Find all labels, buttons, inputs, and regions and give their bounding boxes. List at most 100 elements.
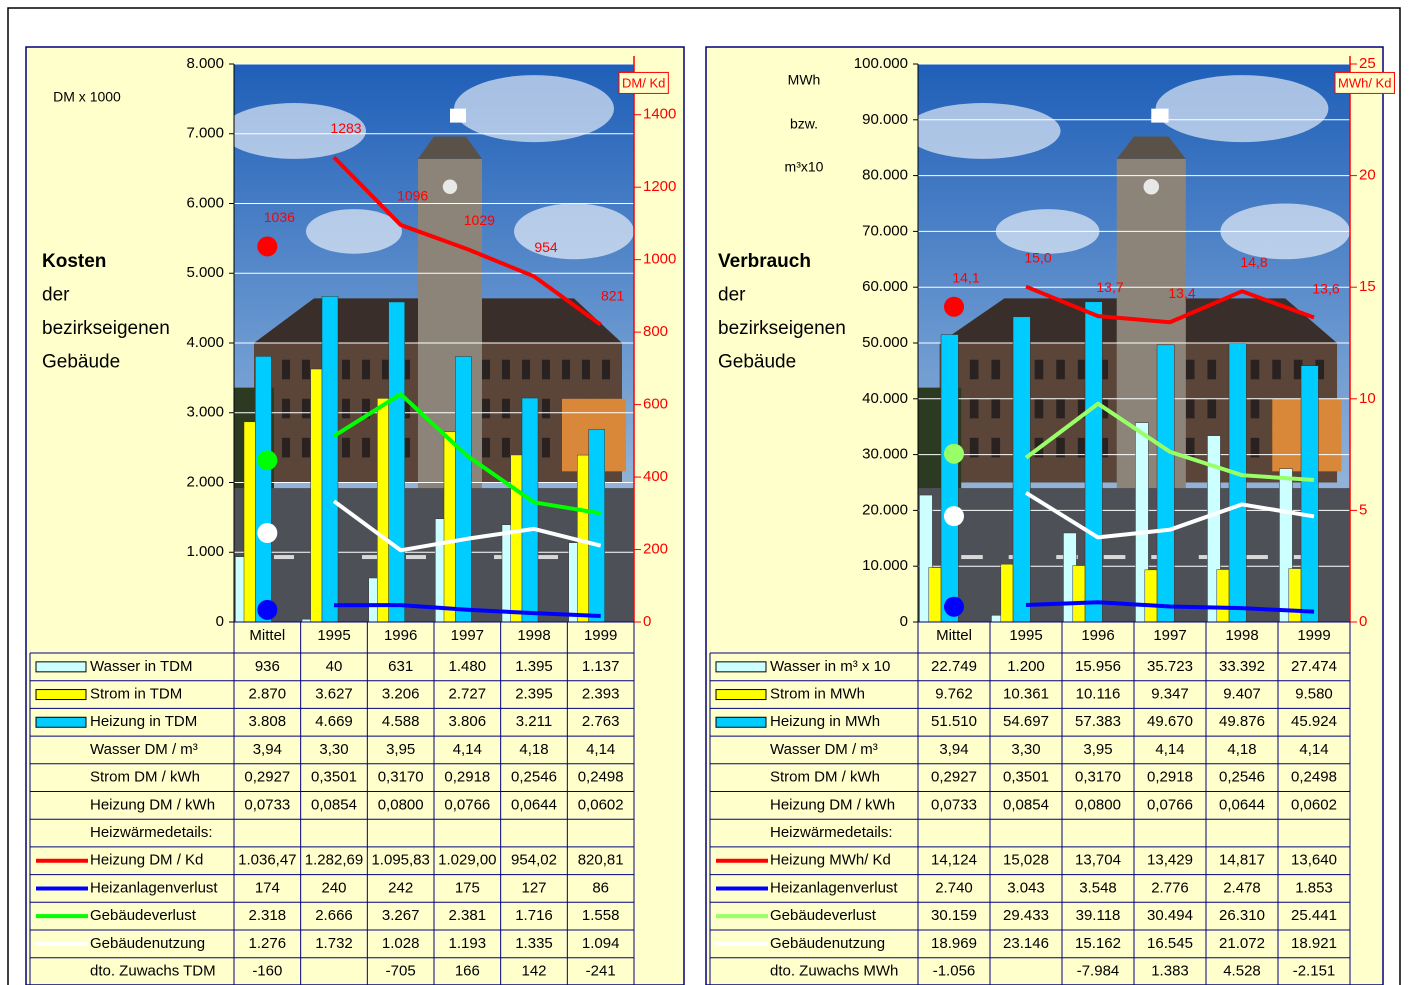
table-cell: 0,0766	[444, 796, 490, 813]
data-label: 14,1	[952, 269, 979, 285]
table-cell: 13,640	[1291, 852, 1337, 869]
window	[1250, 437, 1260, 458]
y-unit: DM x 1000	[53, 89, 121, 105]
table-cell: 49.876	[1219, 713, 1265, 730]
table-cell: -705	[386, 963, 416, 980]
table-cell: 1.395	[515, 658, 553, 675]
legend-label: Strom in TDM	[90, 686, 182, 703]
x-tick-label: 1998	[1225, 627, 1258, 644]
window	[582, 359, 590, 380]
table-cell: 1.193	[449, 935, 487, 952]
mean-dot	[944, 596, 964, 617]
table-cell: 1.853	[1295, 879, 1333, 896]
table-cell: 18.969	[931, 935, 977, 952]
table-cell: 1.276	[249, 935, 287, 952]
table-cell: 0,2546	[511, 769, 557, 786]
table-cell: 2.666	[315, 907, 353, 924]
window	[1207, 398, 1217, 419]
lane-mark	[406, 555, 426, 560]
table-cell: 242	[388, 879, 413, 896]
table-cell: -241	[586, 963, 616, 980]
table-cell: 0,2918	[1147, 769, 1193, 786]
table-cell: 4.588	[382, 713, 420, 730]
window	[969, 398, 979, 419]
data-label: 13,7	[1096, 279, 1123, 295]
y-tick-label: 80.000	[862, 167, 908, 184]
lane-mark	[961, 555, 983, 560]
window	[402, 359, 410, 380]
legend-swatch	[35, 661, 87, 673]
legend-label: Heizung in TDM	[90, 713, 197, 730]
window	[302, 359, 310, 380]
table-cell: 54.697	[1003, 713, 1049, 730]
legend-label: Heizanlagenverlust	[770, 879, 898, 896]
window	[602, 359, 610, 380]
data-label: 15,0	[1024, 249, 1051, 265]
flag	[1151, 108, 1169, 123]
window	[1185, 359, 1195, 380]
line	[1024, 401, 1315, 483]
window	[1034, 398, 1044, 419]
legend-label: Gebäudeverlust	[90, 907, 197, 924]
table-cell: 1.095,83	[371, 852, 429, 869]
bar	[521, 397, 539, 623]
window	[362, 398, 370, 419]
table-cell: 1.137	[582, 658, 620, 675]
y2-tick-label: 1200	[643, 178, 676, 195]
bar	[243, 421, 256, 623]
lane-mark	[538, 555, 558, 560]
table-cell: 3.548	[1079, 879, 1117, 896]
y2-tick-label: 10	[1359, 390, 1376, 407]
table-cell: 16.545	[1147, 935, 1193, 952]
table-cell: 3.267	[382, 907, 420, 924]
table-cell: 240	[321, 879, 346, 896]
line	[1025, 600, 1315, 614]
bar	[1084, 301, 1103, 623]
y-tick-label: 7.000	[186, 125, 224, 142]
table-cell: 1.029,00	[438, 852, 496, 869]
mean-dot	[257, 236, 278, 257]
window	[1077, 359, 1087, 380]
x-tick-label: 1996	[1081, 627, 1114, 644]
y-tick-label: 30.000	[862, 446, 908, 463]
row-label: dto. Zuwachs MWh	[770, 963, 898, 980]
side-title: bezirkseigenen	[718, 318, 846, 339]
table-cell: 0,0733	[244, 796, 290, 813]
table-cell: 2.740	[935, 879, 973, 896]
table-cell: 2.870	[249, 686, 287, 703]
y-tick-label: 3.000	[186, 404, 224, 421]
row-label: Heizung DM / kWh	[770, 796, 895, 813]
table-cell: 936	[255, 658, 280, 675]
table-cell: 3.043	[1007, 879, 1045, 896]
cloud	[918, 103, 1061, 159]
lane-mark	[362, 555, 382, 560]
lane-mark	[1246, 555, 1268, 560]
window	[1250, 359, 1260, 380]
y2-tick-label: 0	[1359, 613, 1367, 630]
window	[482, 437, 490, 458]
window	[362, 437, 370, 458]
table-cell: -1.056	[933, 963, 976, 980]
bar	[377, 398, 389, 623]
table-cell: 175	[455, 879, 480, 896]
table-cell: 3.206	[382, 686, 420, 703]
table-cell: 3,94	[939, 741, 968, 758]
y2-tick-label: 800	[643, 323, 668, 340]
window	[991, 359, 1001, 380]
line	[333, 603, 601, 618]
cloud	[1155, 75, 1329, 143]
x-tick-label: 1995	[1009, 627, 1042, 644]
x-tick-label: 1999	[1297, 627, 1330, 644]
table-cell: 2.763	[582, 713, 620, 730]
y2-tick-label: 0	[643, 613, 651, 630]
legend-label: Wasser in m³ x 10	[770, 658, 890, 675]
x-tick-label: 1995	[317, 627, 350, 644]
table-cell: 2.478	[1223, 879, 1261, 896]
x-tick-label: 1996	[384, 627, 417, 644]
bar	[1228, 343, 1247, 623]
x-tick-label: Mittel	[936, 627, 972, 644]
window	[1056, 437, 1065, 458]
y2-unit: MWh/ Kd	[1338, 75, 1391, 90]
table-cell: 14,124	[931, 852, 977, 869]
y2-unit-box	[618, 71, 669, 94]
